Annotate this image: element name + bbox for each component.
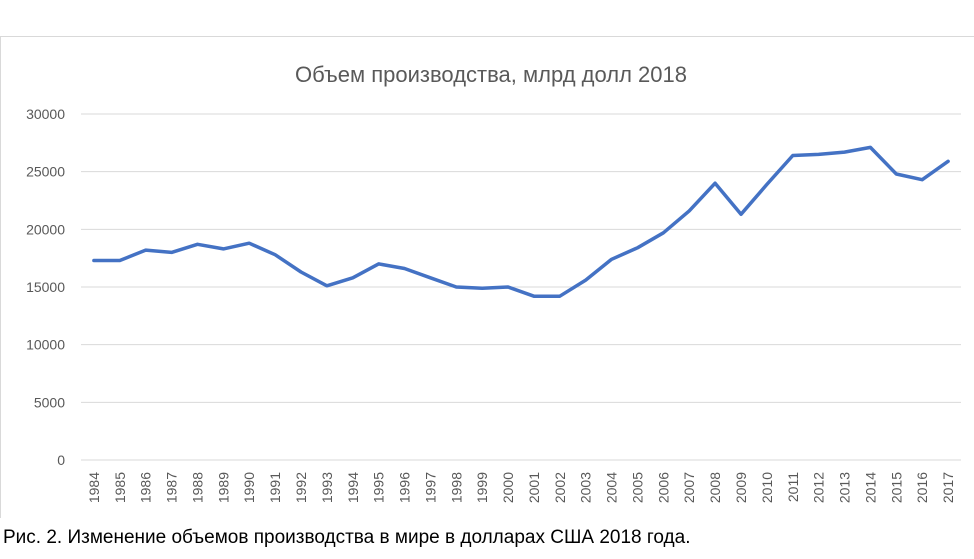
x-tick-label: 1986 — [138, 472, 154, 503]
chart-title: Объем производства, млрд долл 2018 — [295, 62, 687, 87]
x-tick-label: 2014 — [862, 472, 878, 503]
gridlines — [81, 113, 961, 461]
x-tick-label: 1992 — [293, 472, 309, 503]
y-tick-label: 0 — [57, 452, 65, 468]
x-tick-label: 2008 — [707, 472, 723, 503]
x-tick-label: 2001 — [526, 472, 542, 503]
x-tick-label: 2015 — [888, 472, 904, 503]
x-tick-label: 2017 — [940, 472, 956, 503]
x-tick-label: 2016 — [914, 472, 930, 503]
y-tick-label: 30000 — [26, 106, 65, 122]
x-tick-label: 1996 — [397, 472, 413, 503]
line-chart: Объем производства, млрд долл 2018 0 5000… — [26, 62, 961, 503]
chart-frame: Объем производства, млрд долл 2018 0 5000… — [0, 36, 974, 518]
x-tick-label: 2010 — [759, 472, 775, 503]
x-tick-label: 1989 — [215, 472, 231, 503]
x-tick-label: 2013 — [837, 472, 853, 503]
x-tick-label: 2000 — [500, 472, 516, 503]
x-tick-label: 2012 — [811, 472, 827, 503]
x-tick-label: 2011 — [785, 472, 801, 502]
x-tick-label: 1998 — [448, 472, 464, 503]
x-tick-label: 1988 — [189, 472, 205, 503]
y-axis-ticks: 0 5000 10000 15000 20000 25000 30000 — [26, 106, 65, 468]
x-tick-label: 2002 — [552, 472, 568, 503]
x-tick-label: 1999 — [474, 472, 490, 503]
x-tick-label: 2003 — [578, 472, 594, 503]
x-tick-label: 1990 — [241, 472, 257, 503]
x-tick-label: 1985 — [112, 472, 128, 503]
x-tick-label: 2006 — [655, 472, 671, 503]
y-tick-label: 10000 — [26, 337, 65, 353]
x-tick-label: 1994 — [345, 472, 361, 503]
y-tick-label: 20000 — [26, 221, 65, 237]
x-tick-label: 2004 — [604, 472, 620, 503]
x-tick-label: 1997 — [422, 472, 438, 503]
x-tick-label: 1987 — [164, 472, 180, 503]
x-tick-label: 1993 — [319, 472, 335, 503]
x-tick-label: 2009 — [733, 472, 749, 503]
y-tick-label: 15000 — [26, 279, 65, 295]
x-tick-label: 1995 — [371, 472, 387, 503]
x-axis-ticks: 1984 1985 1986 1987 1988 1989 1990 1991 1992 1993… — [86, 472, 956, 503]
x-tick-label: 2005 — [629, 472, 645, 503]
x-tick-label: 1991 — [267, 472, 283, 503]
y-tick-label: 5000 — [34, 394, 65, 410]
figure-caption: Рис. 2. Изменение объемов производства в… — [3, 527, 691, 548]
x-tick-label: 1984 — [86, 472, 102, 503]
series-line — [92, 145, 950, 298]
y-tick-label: 25000 — [26, 164, 65, 180]
series-layer — [92, 145, 950, 298]
x-tick-label: 2007 — [681, 472, 697, 503]
